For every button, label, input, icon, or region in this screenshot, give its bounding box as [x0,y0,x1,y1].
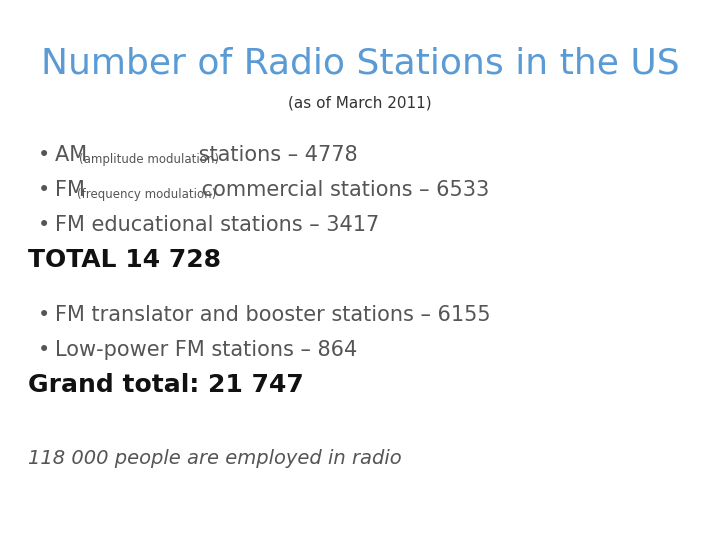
Text: (as of March 2011): (as of March 2011) [288,95,432,110]
Text: FM: FM [55,180,91,200]
Text: FM translator and booster stations – 6155: FM translator and booster stations – 615… [55,305,490,325]
Text: •: • [38,305,50,325]
Text: Number of Radio Stations in the US: Number of Radio Stations in the US [41,46,679,80]
Text: TOTAL 14 728: TOTAL 14 728 [28,248,221,272]
Text: •: • [38,180,50,200]
Text: FM educational stations – 3417: FM educational stations – 3417 [55,215,379,235]
Text: AM: AM [55,145,94,165]
Text: •: • [38,215,50,235]
Text: commercial stations – 6533: commercial stations – 6533 [195,180,490,200]
Text: 118 000 people are employed in radio: 118 000 people are employed in radio [28,449,402,468]
Text: •: • [38,340,50,360]
Text: stations – 4778: stations – 4778 [192,145,358,165]
Text: (frequency modulation): (frequency modulation) [77,188,216,201]
Text: •: • [38,145,50,165]
Text: (amplitude modulation): (amplitude modulation) [79,153,219,166]
Text: Grand total: 21 747: Grand total: 21 747 [28,373,304,397]
Text: Low-power FM stations – 864: Low-power FM stations – 864 [55,340,357,360]
